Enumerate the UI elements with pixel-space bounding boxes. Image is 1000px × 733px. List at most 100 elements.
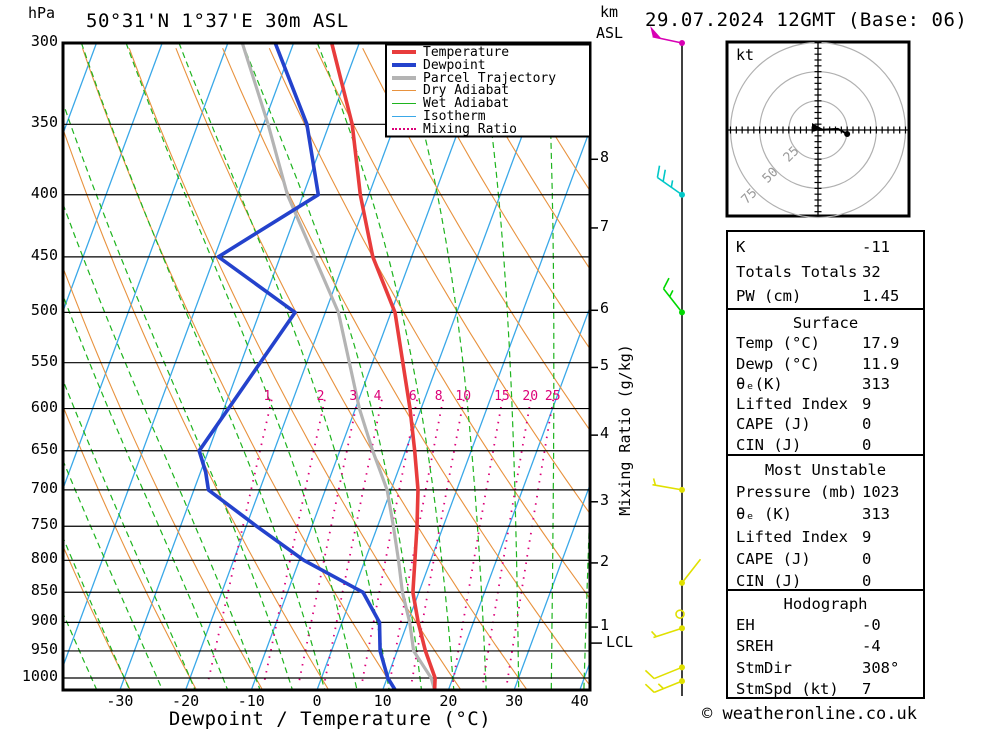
- pressure-tick-label: 600: [30, 397, 58, 416]
- dry-adiabat-line: [455, 47, 590, 271]
- pressure-tick-label: 750: [30, 515, 58, 534]
- isotherm-line: [250, 43, 492, 690]
- isotherm-line: [447, 305, 590, 690]
- dewpoint-curve: [197, 43, 397, 690]
- temp-tick-label: 20: [439, 692, 458, 710]
- mixing-ratio-line: [361, 399, 418, 684]
- legend-label: Parcel Trajectory: [423, 70, 557, 86]
- mixing-ratio-value-label: 4: [373, 389, 382, 404]
- table-row-label: StmDir: [736, 658, 792, 677]
- km-tick-label: 1: [600, 616, 610, 635]
- km-tick-label: 8: [600, 148, 610, 167]
- mixing-ratio-line: [451, 399, 504, 684]
- table-row: Pressure (mb) 1023: [736, 481, 923, 503]
- legend-item: Isotherm: [387, 109, 589, 124]
- table-row-label: Dewp (°C): [736, 354, 820, 373]
- legend-swatch-wet-adiabat: [392, 103, 416, 105]
- hodograph-trace: [817, 127, 848, 135]
- storm-motion-marker: [812, 123, 823, 132]
- table-row: CIN (J) 0: [736, 570, 923, 592]
- table-row: SREH -4: [736, 636, 923, 657]
- legend-label: Dewpoint: [423, 57, 486, 73]
- legend-item: Mixing Ratio: [387, 122, 589, 137]
- wind-barb: [679, 558, 702, 586]
- table-row-value: 308°: [862, 658, 900, 677]
- table-row-value: -4: [862, 637, 881, 656]
- table-row: CAPE (J) 0: [736, 414, 923, 434]
- legend-swatch-temperature: [392, 50, 416, 55]
- mixing-ratio-value-label: 3: [349, 389, 358, 404]
- pressure-unit-label: hPa: [28, 4, 56, 22]
- legend-swatch-parcel-trajectory: [392, 75, 416, 80]
- pressure-tick-label: 350: [30, 113, 58, 132]
- temp-tick-label: 40: [570, 692, 589, 710]
- legend-label: Temperature: [423, 44, 510, 60]
- table-row: StmSpd (kt) 7: [736, 679, 923, 700]
- dry-adiabat-line: [408, 47, 590, 350]
- legend: Temperature Dewpoint Parcel Trajectory Dry …: [387, 44, 589, 137]
- mixing-ratio-line: [297, 399, 359, 684]
- table-row-label: Pressure (mb): [736, 483, 858, 502]
- wet-adiabat-line: [125, 43, 358, 690]
- plot-background: [63, 43, 590, 690]
- table-row-label: Temp (°C): [736, 334, 820, 353]
- km-tick-label: 2: [600, 551, 610, 570]
- wet-adiabat-line: [478, 43, 520, 690]
- table-section-header: Most Unstable: [764, 461, 887, 479]
- km-tick-label: 5: [600, 356, 610, 375]
- table-row: StmDir 308°: [736, 658, 923, 679]
- temp-tick-label: 30: [505, 692, 524, 710]
- isotherm-line: [382, 127, 590, 690]
- table-row-label: θₑ(K): [736, 374, 783, 393]
- legend-item: Parcel Trajectory: [387, 70, 589, 86]
- table-row-label: Lifted Index: [736, 395, 848, 414]
- mixing-ratio-value-label: 8: [434, 389, 443, 404]
- pressure-tick-label: 900: [30, 611, 58, 630]
- temperature-curve: [329, 43, 437, 690]
- legend-swatch-mixing-ratio: [392, 128, 416, 131]
- mixing-ratio-line: [410, 399, 465, 684]
- table-row: EH -0: [736, 615, 923, 636]
- km-axis-label: km: [600, 3, 619, 21]
- table-row: θₑ(K) 313: [736, 374, 923, 394]
- wind-barb-column: [644, 26, 702, 696]
- wind-barb: [652, 478, 685, 493]
- hodograph: [725, 40, 911, 219]
- temp-tick-label: -20: [172, 692, 200, 710]
- table-row-value: 9: [862, 395, 872, 414]
- table-section: Most Unstable Pressure (mb) 1023 θₑ (K) 313 L…: [726, 454, 925, 591]
- table-row: Totals Totals 32: [736, 260, 923, 285]
- table-row-value: 17.9: [862, 334, 900, 353]
- wind-barb: [644, 664, 685, 680]
- hodograph-unit-label: kt: [736, 46, 755, 64]
- table-row-value: 7: [862, 679, 872, 698]
- mixing-ratio-line: [482, 399, 532, 684]
- table-row-value: -0: [862, 616, 881, 635]
- table-row-label: Totals Totals: [736, 262, 858, 281]
- pressure-tick-label: 450: [30, 245, 58, 264]
- table-row-label: CIN (J): [736, 572, 802, 591]
- km-tick-label: 7: [600, 216, 610, 235]
- wind-barb: [650, 625, 685, 639]
- indices-table: K -11 Totals Totals 32 PW (cm) 1.45 Surface Tem…: [726, 230, 925, 699]
- table-row-label: StmSpd (kt): [736, 679, 839, 698]
- dry-adiabat-line: [222, 47, 590, 687]
- legend-swatch-dry-adiabat: [392, 90, 416, 92]
- legend-label: Dry Adiabat: [423, 83, 510, 99]
- table-row-label: θₑ (K): [736, 505, 792, 524]
- table-section-header: Surface: [792, 314, 859, 332]
- lcl-label: LCL: [606, 633, 634, 651]
- table-section: Hodograph EH -0 SREH -4 StmDir 308° StmSpd (kt)…: [726, 589, 925, 699]
- legend-swatch-isotherm: [392, 115, 416, 117]
- mixing-ratio-line: [263, 399, 326, 684]
- table-row-label: CIN (J): [736, 435, 802, 454]
- table-row-label: CAPE (J): [736, 415, 811, 434]
- pressure-tick-label: 950: [30, 639, 58, 658]
- wet-adiabat-line: [178, 43, 390, 690]
- legend-box: [385, 43, 591, 138]
- table-row-value: -11: [862, 238, 890, 256]
- table-row: Temp (°C) 17.9: [736, 333, 923, 353]
- km-tick-label: 4: [600, 424, 610, 443]
- legend-swatch-dewpoint: [392, 63, 416, 68]
- dry-adiabat-line: [362, 47, 590, 432]
